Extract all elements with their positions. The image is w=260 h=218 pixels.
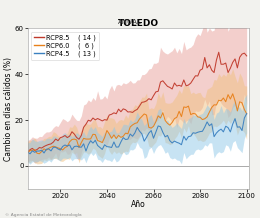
Title: TOLEDO: TOLEDO — [118, 19, 159, 28]
X-axis label: Año: Año — [131, 201, 146, 209]
Y-axis label: Cambio en días cálidos (%): Cambio en días cálidos (%) — [4, 57, 13, 161]
Text: ANUAL: ANUAL — [118, 19, 142, 25]
Legend: RCP8.5    ( 14 ), RCP6.0    (  6 ), RCP4.5    ( 13 ): RCP8.5 ( 14 ), RCP6.0 ( 6 ), RCP4.5 ( 13… — [31, 32, 99, 60]
Text: © Agencia Estatal de Meteorología: © Agencia Estatal de Meteorología — [5, 213, 82, 217]
